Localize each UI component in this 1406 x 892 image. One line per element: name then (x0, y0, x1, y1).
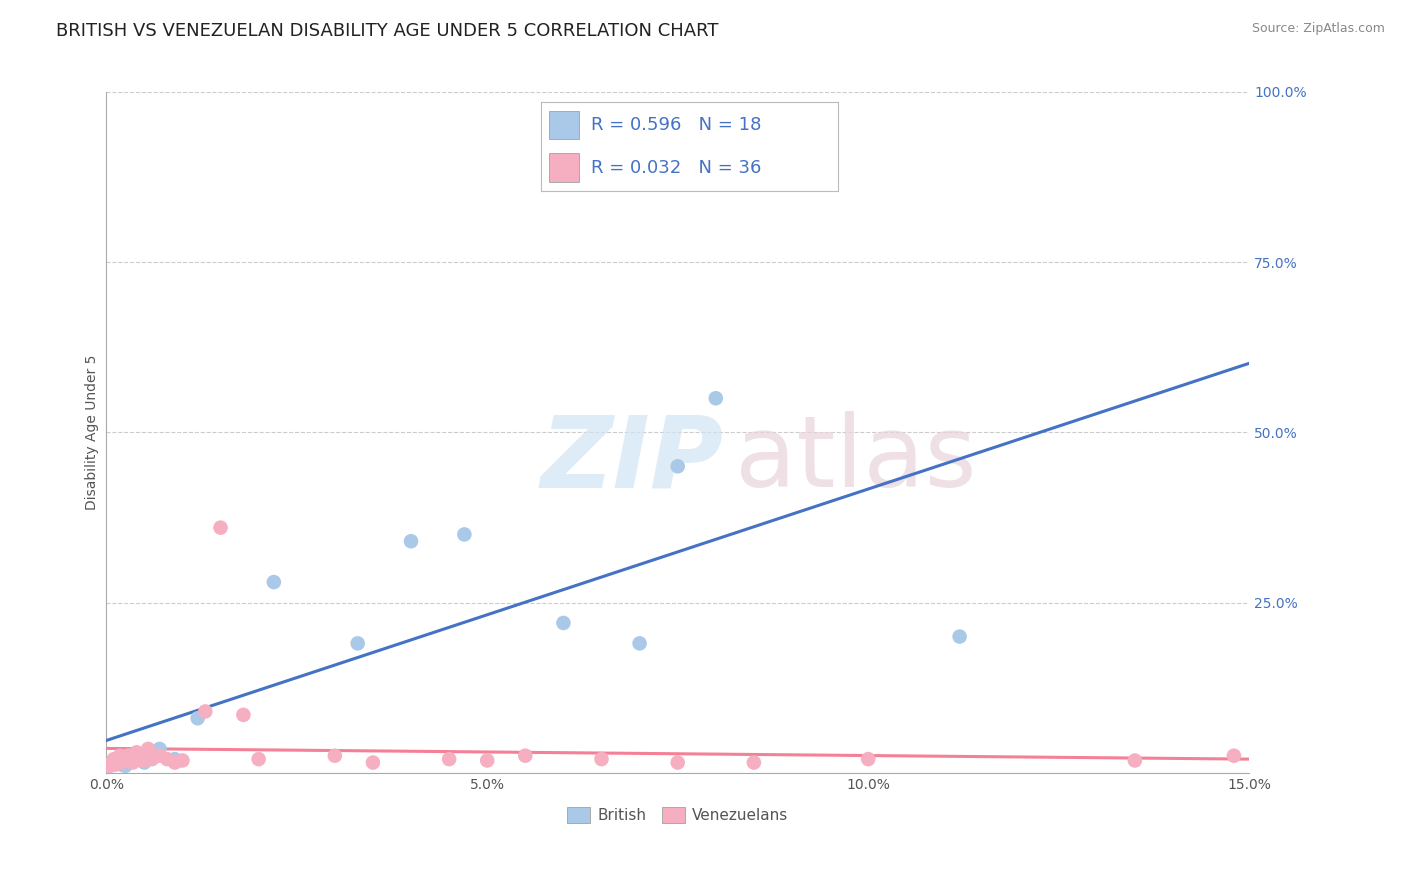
Point (346, 636, 368, 650)
Text: ZIP: ZIP (540, 411, 724, 508)
Point (666, 756, 689, 770)
Point (194, 705, 217, 719)
Point (1223, 748, 1246, 763)
Point (399, 534, 422, 549)
Point (263, 575, 285, 590)
Legend: British, Venezuelans: British, Venezuelans (567, 807, 789, 823)
Point (742, 756, 765, 770)
Point (107, 752, 129, 766)
Point (114, 759, 136, 773)
Text: BRITISH VS VENEZUELAN DISABILITY AGE UNDER 5 CORRELATION CHART: BRITISH VS VENEZUELAN DISABILITY AGE UND… (56, 22, 718, 40)
Point (98, 759, 121, 773)
Point (103, 756, 125, 770)
Point (453, 527, 475, 541)
Point (118, 748, 141, 763)
Point (209, 521, 232, 535)
Point (361, 756, 384, 770)
Point (247, 752, 270, 766)
Point (110, 757, 132, 772)
Point (104, 757, 127, 772)
Point (187, 711, 209, 725)
Point (118, 752, 141, 766)
Point (114, 754, 136, 768)
Point (232, 707, 254, 722)
Point (125, 745, 148, 759)
Point (117, 748, 139, 763)
Point (515, 748, 537, 763)
Point (134, 754, 156, 768)
Point (136, 742, 159, 756)
Point (477, 754, 499, 768)
Y-axis label: Disability Age Under 5: Disability Age Under 5 (86, 355, 100, 510)
Point (103, 752, 125, 766)
Point (163, 752, 186, 766)
Point (323, 748, 346, 763)
Point (591, 752, 613, 766)
Point (666, 459, 689, 474)
Point (122, 756, 145, 770)
Point (129, 752, 152, 766)
Point (163, 756, 186, 770)
Point (141, 752, 163, 766)
Point (704, 391, 727, 405)
Point (101, 756, 124, 770)
Point (437, 752, 460, 766)
Point (148, 748, 170, 763)
Point (134, 756, 156, 770)
Point (110, 756, 132, 770)
Text: atlas: atlas (735, 411, 977, 508)
Point (949, 630, 972, 644)
Point (553, 615, 575, 630)
Point (172, 754, 194, 768)
Text: Source: ZipAtlas.com: Source: ZipAtlas.com (1251, 22, 1385, 36)
Point (108, 748, 131, 763)
Point (111, 752, 134, 766)
Point (1123, 754, 1146, 768)
Point (856, 752, 879, 766)
Point (148, 742, 170, 756)
Point (628, 636, 651, 650)
Point (156, 752, 179, 766)
Point (107, 754, 129, 768)
